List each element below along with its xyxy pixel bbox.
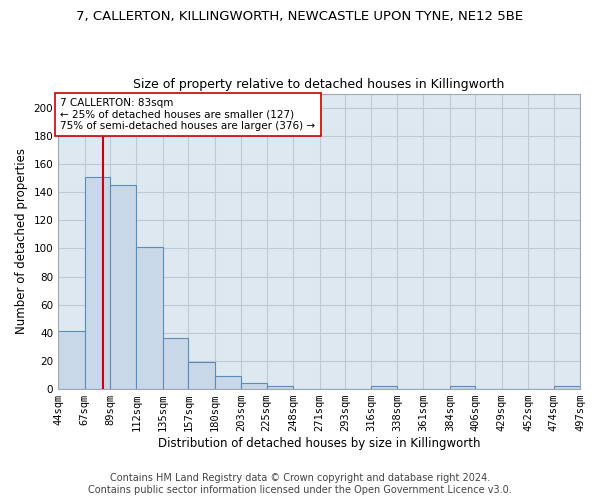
X-axis label: Distribution of detached houses by size in Killingworth: Distribution of detached houses by size … <box>158 437 481 450</box>
Bar <box>266 386 293 389</box>
Bar <box>450 386 475 389</box>
Text: 7, CALLERTON, KILLINGWORTH, NEWCASTLE UPON TYNE, NE12 5BE: 7, CALLERTON, KILLINGWORTH, NEWCASTLE UP… <box>76 10 524 23</box>
Bar <box>136 247 163 389</box>
Text: 7 CALLERTON: 83sqm
← 25% of detached houses are smaller (127)
75% of semi-detach: 7 CALLERTON: 83sqm ← 25% of detached hou… <box>61 98 316 131</box>
Bar <box>110 185 136 389</box>
Bar <box>188 362 215 389</box>
Text: Contains HM Land Registry data © Crown copyright and database right 2024.
Contai: Contains HM Land Registry data © Crown c… <box>88 474 512 495</box>
Title: Size of property relative to detached houses in Killingworth: Size of property relative to detached ho… <box>133 78 505 91</box>
Bar <box>215 376 241 389</box>
Bar <box>554 386 580 389</box>
Bar <box>85 176 110 389</box>
Bar <box>241 384 266 389</box>
Bar <box>371 386 397 389</box>
Y-axis label: Number of detached properties: Number of detached properties <box>15 148 28 334</box>
Bar <box>163 338 188 389</box>
Bar <box>58 332 85 389</box>
